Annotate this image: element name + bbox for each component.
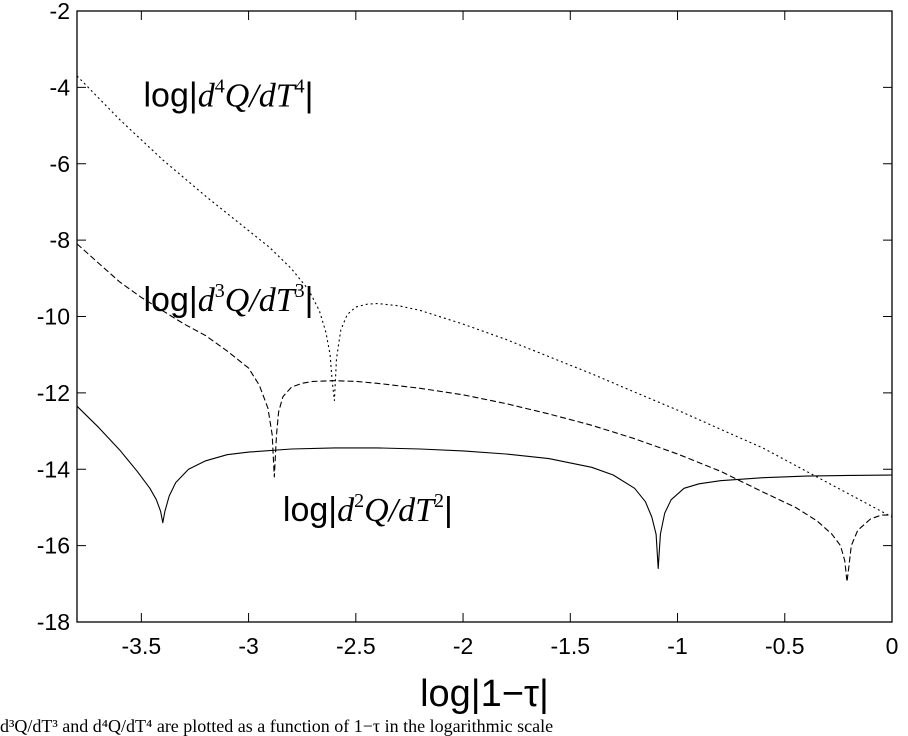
figure-caption: d³Q/dT³ and d⁴Q/dT⁴ are plotted as a fun…	[0, 716, 554, 736]
y-tick-label: -18	[37, 609, 70, 635]
x-tick-label: -0.5	[765, 633, 805, 659]
x-tick-label: -2	[453, 633, 473, 659]
annotation-d4: log|d4Q/dT4|	[143, 75, 313, 114]
x-tick-label: -1	[667, 633, 687, 659]
annotation-d2: log|d2Q/dT2|	[283, 490, 453, 529]
x-tick-label: -2.5	[336, 633, 376, 659]
y-tick-label: -10	[37, 304, 70, 330]
annotation-d3: log|d3Q/dT3|	[143, 280, 313, 319]
series-layer	[76, 75, 893, 583]
y-tick-label: -14	[37, 456, 70, 482]
y-tick-label: -16	[37, 533, 70, 559]
annotations-layer: log|d4Q/dT4| log|d3Q/dT3| log|d2Q/dT2|	[143, 75, 452, 528]
y-tick-label: -6	[50, 151, 70, 177]
x-tick-label: -3	[238, 633, 258, 659]
series-line-3	[76, 243, 892, 583]
y-tick-label: -4	[50, 74, 71, 100]
chart: -3.5 -3 -2.5 -2 -1.5 -1 -0.5 0 -18 -16 -14 -12 -10 -8…	[37, 0, 899, 715]
ticks-layer: -3.5 -3 -2.5 -2 -1.5 -1 -0.5 0 -18 -16 -14 -12 -10 -8…	[37, 0, 899, 659]
x-tick-label: -3.5	[122, 633, 162, 659]
x-axis-label: log|1−τ|	[420, 673, 549, 715]
series-line-2	[76, 405, 893, 570]
x-tick-label: -1.5	[550, 633, 590, 659]
y-tick-label: -12	[37, 380, 70, 406]
x-tick-label: 0	[886, 633, 899, 659]
y-tick-label: -8	[50, 227, 70, 253]
y-tick-label: -2	[50, 0, 70, 24]
